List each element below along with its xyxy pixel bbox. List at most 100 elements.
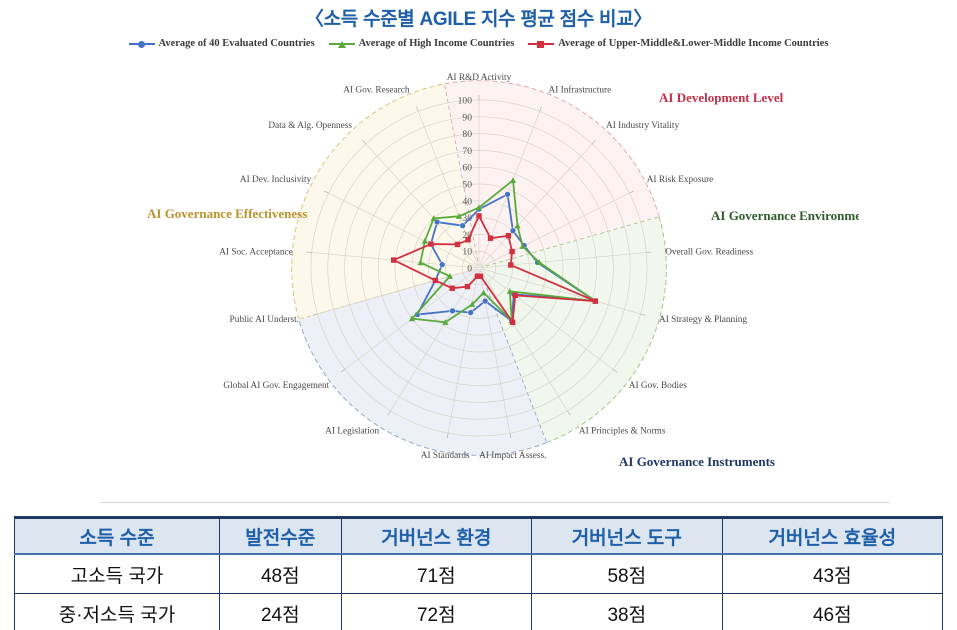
legend-marker-square-icon [528, 39, 555, 48]
chart-legend: Average of 40 Evaluated Countries Average… [0, 38, 957, 49]
data-point [464, 237, 471, 243]
grid-spoke-2 [478, 143, 592, 269]
axis-label: AI Standards [420, 451, 469, 461]
grid-spoke-3 [478, 192, 630, 269]
axis-tick-8 [508, 433, 511, 439]
data-point [509, 319, 515, 325]
data-point [438, 261, 445, 268]
axis-label: AI Risk Exposure [646, 175, 713, 185]
table-header-cell: 거버넌스 도구 [531, 516, 723, 555]
axis-tick-6 [612, 368, 617, 373]
axis-tick-11 [340, 368, 345, 373]
data-point [592, 298, 598, 304]
axis-label: AI Legislation [325, 426, 379, 436]
quadrant-separator-0 [443, 83, 479, 269]
axis-label: AI R&D Activity [446, 73, 511, 83]
data-point [506, 288, 513, 294]
axis-tick-14 [323, 190, 329, 194]
axis-tick-16 [415, 106, 419, 112]
data-point [519, 243, 526, 249]
r-tick-label: 10 [462, 247, 472, 258]
axis-label: AI Dev. Inclusivity [239, 175, 311, 185]
data-point [408, 315, 415, 322]
r-tick-label: 50 [462, 180, 472, 191]
axis-tick-15 [361, 139, 366, 145]
grid-spoke-9 [447, 267, 479, 434]
r-tick-label: 90 [462, 112, 472, 123]
data-point [481, 297, 488, 305]
data-point [432, 277, 438, 284]
group-label: AI Governance Environment [711, 208, 859, 223]
grid-spoke-14 [327, 192, 479, 269]
r-tick-label: 40 [462, 196, 472, 207]
legend-item: Average of Upper-Middle&Lower-Middle Inc… [528, 38, 828, 49]
legend-label: Average of Upper-Middle&Lower-Middle Inc… [558, 38, 829, 49]
section-divider [100, 502, 890, 503]
table-header-cell: 거버넌스 효율성 [721, 516, 944, 555]
quadrant-band-1 [478, 216, 666, 443]
legend-label: Average of 40 Evaluated Countries [158, 38, 315, 49]
group-label: AI Governance Instruments [619, 454, 775, 469]
table-cell-value: 43점 [721, 554, 944, 594]
r-tick-label: 80 [462, 129, 472, 140]
data-point [474, 273, 480, 279]
axis-label: AI Strategy & Planning [659, 315, 747, 325]
grid-spoke-15 [365, 143, 479, 269]
r-tick-label: 60 [462, 163, 472, 174]
axis-label: AI Gov. Research [343, 85, 410, 95]
table-row: 고소득 국가 48점 71점 58점 43점 [14, 554, 944, 594]
data-point [475, 213, 482, 219]
data-point [512, 292, 518, 299]
axis-label: AI Industry Vitality [606, 121, 679, 131]
table-header-row: 소득 수준 발전수준 거버넌스 환경 거버넌스 도구 거버넌스 효율성 [14, 516, 944, 555]
legend-marker-circle-icon [128, 39, 155, 48]
axis-label: Public AI Underst. [229, 315, 298, 325]
grid-spoke-7 [478, 267, 568, 412]
table-cell-value: 72점 [340, 593, 533, 630]
axis-label: AI Gov. Bodies [628, 381, 686, 391]
grid-spoke-5 [478, 267, 641, 315]
data-point [477, 273, 483, 279]
grid-spoke-10 [389, 267, 479, 412]
quadrant-band-2 [298, 268, 547, 456]
data-point [508, 248, 515, 255]
axis-tick-3 [628, 190, 634, 194]
data-point [458, 222, 466, 229]
axis-label: Global AI Gov. Engagement [223, 381, 329, 391]
data-point [390, 257, 396, 263]
quadrant-separator-2 [478, 267, 547, 443]
grid-spoke-1 [478, 111, 540, 269]
r-tick-label: 70 [462, 146, 472, 157]
data-point [507, 262, 513, 268]
data-point [505, 233, 511, 239]
legend-marker-triangle-icon [328, 39, 355, 48]
table-header-cell: 발전수준 [219, 516, 342, 555]
score-table: 소득 수준 발전수준 거버넌스 환경 거버넌스 도구 거버넌스 효율성 고소득 국가 48… [14, 516, 944, 630]
table-cell-value: 48점 [219, 554, 342, 594]
r-tick-label: 100 [457, 96, 472, 107]
data-point [430, 215, 437, 221]
axis-label: AI Principles & Norms [578, 426, 665, 436]
axis-tick-5 [639, 313, 646, 316]
quadrant-arc-3 [290, 83, 445, 320]
chart-center [475, 264, 482, 272]
r-tick-label: 20 [462, 230, 472, 241]
data-point [475, 204, 482, 211]
grid-spoke-6 [478, 267, 613, 370]
axis-label: Data & Alg. Openness [268, 121, 352, 131]
axis-label: AI Impact Assess. [479, 451, 546, 461]
axis-tick-2 [591, 139, 596, 145]
table-body: 고소득 국가 48점 71점 58점 43점 중·저소득 국가 24점 72점 38점 46점 [14, 554, 944, 630]
data-point [446, 273, 453, 279]
data-point [480, 289, 487, 296]
r-tick-label: 0 [467, 264, 472, 275]
grid-spoke-8 [478, 267, 510, 434]
quadrant-separator-1 [478, 216, 659, 269]
data-point [427, 241, 434, 247]
quadrant-arc-0 [443, 80, 660, 217]
group-label: AI Governance Effectiveness [147, 206, 307, 221]
data-point [509, 227, 516, 234]
axis-tick-7 [566, 410, 570, 416]
r-tick-label: 30 [462, 213, 472, 224]
